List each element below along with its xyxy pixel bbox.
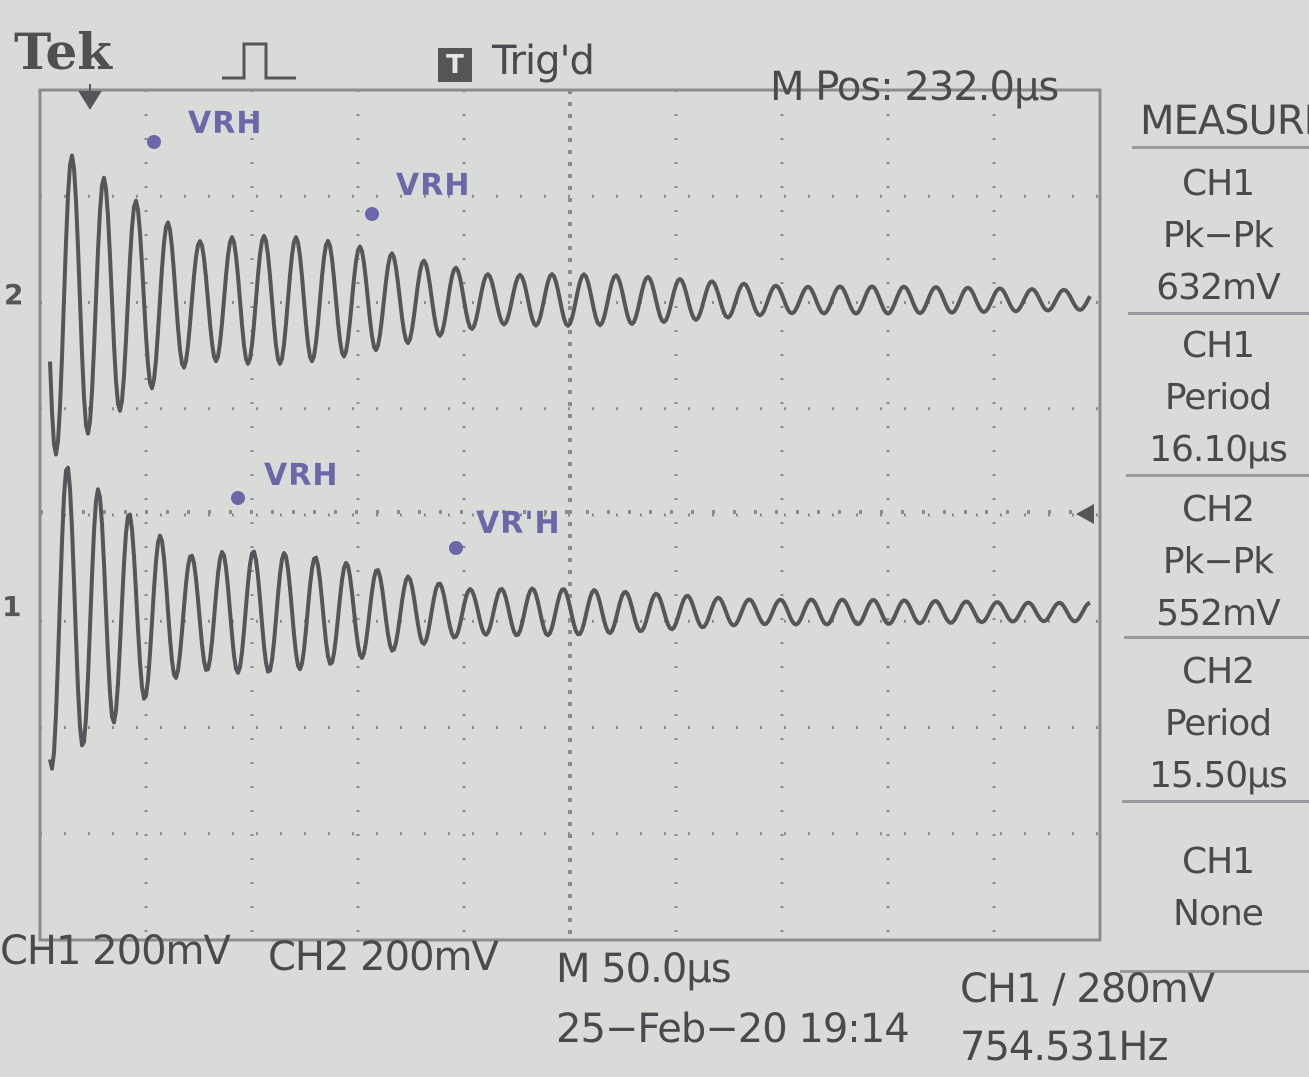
cursor-marker <box>231 491 245 505</box>
cursor-marker <box>449 541 463 555</box>
pulse-trigger-icon <box>222 42 296 80</box>
measure-source: CH1 <box>1181 841 1255 882</box>
measure-value: 16.10µs <box>1149 429 1288 470</box>
measure-divider <box>1126 474 1309 477</box>
cursor-label: VRH <box>188 106 263 141</box>
measure-title: MEASURE <box>1140 98 1309 144</box>
measure-item[interactable]: CH2 Period 15.50µs <box>1128 646 1308 802</box>
date-time: 25−Feb−20 19:14 <box>556 1006 910 1052</box>
measure-source: CH1 <box>1181 163 1255 204</box>
measure-item[interactable]: CH1 Pk−Pk 632mV <box>1128 158 1308 314</box>
cursor-marker <box>365 207 379 221</box>
measure-item[interactable]: CH2 Pk−Pk 552mV <box>1128 484 1308 640</box>
cursor-label: VRH <box>396 168 471 203</box>
timebase: M 50.0µs <box>556 946 732 992</box>
measure-source: CH1 <box>1181 325 1255 366</box>
measure-value: 552mV <box>1156 593 1280 634</box>
ch2-scale: CH2 200mV <box>268 934 499 980</box>
measure-type: Pk−Pk <box>1162 215 1274 256</box>
cursor-marker <box>147 135 161 149</box>
ch1-marker: 1 <box>2 590 22 623</box>
cursor-label: VRH <box>264 458 339 493</box>
measure-divider <box>1132 146 1309 149</box>
ch1-waveform <box>48 465 1091 771</box>
measure-value: 15.50µs <box>1149 755 1288 796</box>
measure-item[interactable]: CH1 None <box>1128 836 1308 940</box>
ch2-marker: 2 <box>4 278 24 311</box>
trigger-status-icon: T <box>438 48 472 82</box>
ch2-waveform <box>48 153 1092 457</box>
measure-source: CH2 <box>1181 651 1255 692</box>
measure-divider <box>1128 312 1309 315</box>
graticule-grid <box>38 88 1102 942</box>
measure-type: Period <box>1164 703 1272 744</box>
main-position: M Pos: 232.0µs <box>770 64 1059 110</box>
trigger-status: Trig'd <box>492 38 595 84</box>
ch1-scale: CH1 200mV <box>0 928 231 974</box>
measure-divider <box>1124 636 1309 639</box>
trigger-level-arrow-icon <box>1076 504 1094 524</box>
measure-type: Period <box>1164 377 1272 418</box>
measure-item[interactable]: CH1 Period 16.10µs <box>1128 320 1308 476</box>
measure-source: CH2 <box>1181 489 1255 530</box>
measure-type: None <box>1173 893 1264 934</box>
cursor-label: VR'H <box>476 506 561 541</box>
brand-logo: Tek <box>14 22 112 81</box>
trigger-level: CH1 ∕ 280mV <box>960 966 1215 1012</box>
frequency: 754.531Hz <box>960 1024 1168 1070</box>
trigger-position-arrow-icon <box>78 84 102 110</box>
measure-divider <box>1122 800 1309 803</box>
measure-value: 632mV <box>1156 267 1280 308</box>
measure-divider <box>1120 970 1309 973</box>
measure-type: Pk−Pk <box>1162 541 1274 582</box>
